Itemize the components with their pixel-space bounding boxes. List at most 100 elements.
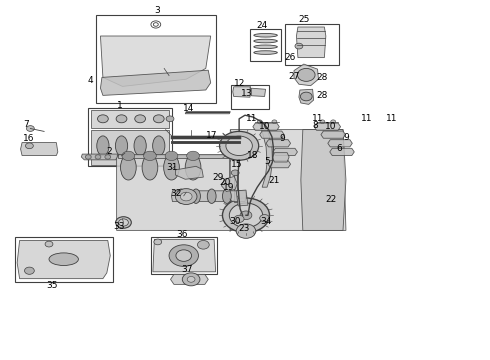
Polygon shape bbox=[301, 130, 346, 230]
Polygon shape bbox=[328, 140, 352, 147]
Circle shape bbox=[119, 219, 128, 226]
Text: 33: 33 bbox=[113, 222, 125, 231]
Circle shape bbox=[272, 120, 277, 123]
Circle shape bbox=[26, 126, 34, 131]
Ellipse shape bbox=[98, 115, 108, 123]
Text: 13: 13 bbox=[241, 89, 253, 98]
Text: 34: 34 bbox=[260, 217, 272, 226]
Polygon shape bbox=[100, 70, 211, 95]
Text: 2: 2 bbox=[106, 148, 112, 156]
Circle shape bbox=[116, 217, 131, 228]
Circle shape bbox=[122, 151, 135, 161]
Circle shape bbox=[234, 215, 244, 222]
Circle shape bbox=[105, 155, 111, 159]
Circle shape bbox=[300, 92, 312, 101]
Polygon shape bbox=[117, 156, 230, 230]
Text: 7: 7 bbox=[24, 120, 29, 129]
Polygon shape bbox=[175, 166, 203, 179]
Text: 20: 20 bbox=[220, 178, 231, 187]
Bar bbox=[151, 237, 217, 274]
Circle shape bbox=[175, 189, 197, 204]
Ellipse shape bbox=[153, 136, 165, 156]
Circle shape bbox=[154, 239, 162, 245]
Text: 1: 1 bbox=[117, 100, 123, 109]
Text: 17: 17 bbox=[206, 131, 218, 140]
Text: 14: 14 bbox=[183, 104, 195, 113]
Ellipse shape bbox=[142, 155, 158, 180]
Polygon shape bbox=[253, 123, 279, 130]
Ellipse shape bbox=[254, 33, 277, 37]
Ellipse shape bbox=[49, 253, 78, 265]
Circle shape bbox=[236, 224, 256, 238]
Circle shape bbox=[85, 155, 91, 159]
Circle shape bbox=[166, 116, 174, 122]
Circle shape bbox=[229, 203, 263, 228]
Polygon shape bbox=[330, 148, 354, 156]
Ellipse shape bbox=[135, 115, 146, 123]
Text: 11: 11 bbox=[246, 114, 258, 123]
Ellipse shape bbox=[254, 51, 277, 54]
Text: 28: 28 bbox=[317, 91, 328, 100]
Polygon shape bbox=[185, 112, 230, 114]
Bar bbox=[96, 15, 216, 103]
Polygon shape bbox=[17, 240, 110, 279]
Text: 27: 27 bbox=[288, 72, 300, 81]
Circle shape bbox=[182, 273, 200, 286]
Bar bbox=[15, 237, 113, 282]
Polygon shape bbox=[221, 176, 237, 192]
Polygon shape bbox=[273, 148, 297, 156]
Ellipse shape bbox=[222, 189, 231, 203]
Ellipse shape bbox=[185, 155, 201, 180]
Polygon shape bbox=[21, 143, 58, 156]
Polygon shape bbox=[230, 130, 346, 230]
Circle shape bbox=[222, 198, 270, 233]
Text: 18: 18 bbox=[246, 151, 258, 160]
Circle shape bbox=[187, 151, 199, 161]
Polygon shape bbox=[153, 239, 216, 272]
Text: 28: 28 bbox=[317, 72, 328, 81]
Circle shape bbox=[176, 250, 192, 261]
Text: 6: 6 bbox=[336, 144, 342, 153]
Ellipse shape bbox=[207, 189, 216, 203]
Text: 11: 11 bbox=[361, 114, 372, 123]
Text: 11: 11 bbox=[386, 114, 398, 123]
Circle shape bbox=[197, 240, 209, 249]
Circle shape bbox=[331, 120, 336, 123]
Text: 10: 10 bbox=[259, 122, 271, 131]
Polygon shape bbox=[296, 27, 326, 58]
Text: 9: 9 bbox=[279, 134, 285, 143]
Polygon shape bbox=[234, 173, 237, 202]
Ellipse shape bbox=[134, 136, 146, 156]
Text: 19: 19 bbox=[223, 184, 235, 192]
Text: 10: 10 bbox=[324, 122, 336, 131]
Ellipse shape bbox=[177, 189, 186, 203]
Circle shape bbox=[260, 215, 270, 222]
Circle shape bbox=[240, 211, 252, 220]
Polygon shape bbox=[314, 123, 341, 130]
Ellipse shape bbox=[153, 115, 164, 123]
Circle shape bbox=[295, 43, 303, 49]
Circle shape bbox=[25, 143, 33, 149]
Text: 25: 25 bbox=[298, 15, 310, 24]
Polygon shape bbox=[171, 274, 208, 284]
Polygon shape bbox=[266, 140, 291, 147]
Polygon shape bbox=[272, 153, 289, 162]
Bar bbox=[231, 85, 269, 109]
Text: 22: 22 bbox=[326, 195, 337, 204]
Bar bbox=[250, 29, 281, 61]
Polygon shape bbox=[172, 191, 246, 202]
Circle shape bbox=[257, 120, 262, 123]
Circle shape bbox=[180, 192, 192, 201]
Text: 16: 16 bbox=[23, 134, 34, 143]
Ellipse shape bbox=[121, 155, 136, 180]
Polygon shape bbox=[118, 154, 228, 158]
Ellipse shape bbox=[116, 115, 127, 123]
Text: 37: 37 bbox=[181, 266, 193, 274]
Bar bbox=[285, 24, 339, 65]
Polygon shape bbox=[260, 131, 284, 138]
Circle shape bbox=[144, 151, 156, 161]
Circle shape bbox=[24, 267, 34, 274]
Circle shape bbox=[226, 136, 252, 156]
Ellipse shape bbox=[254, 45, 277, 49]
Ellipse shape bbox=[192, 189, 200, 203]
